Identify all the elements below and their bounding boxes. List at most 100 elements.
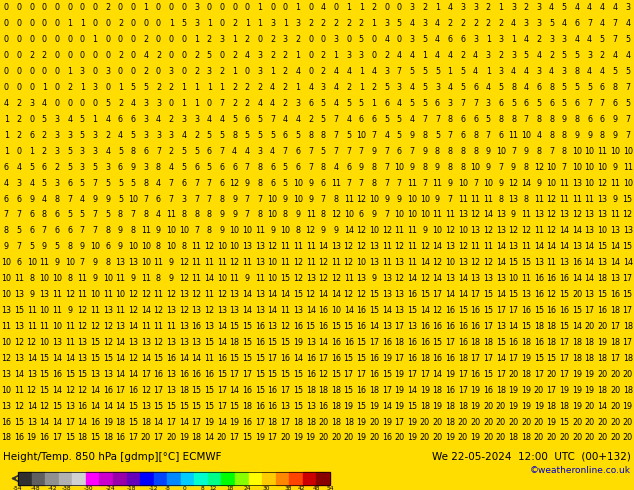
Text: 0: 0: [93, 99, 98, 108]
Text: 15: 15: [191, 386, 202, 394]
Text: 2: 2: [498, 20, 503, 28]
Text: 5: 5: [397, 131, 402, 140]
Text: 11: 11: [280, 258, 290, 267]
Text: 16: 16: [268, 402, 278, 411]
Text: 1: 1: [359, 3, 364, 12]
Text: 1: 1: [93, 115, 98, 124]
Text: 3: 3: [93, 147, 98, 156]
Text: 19: 19: [293, 434, 303, 442]
Text: 6: 6: [55, 211, 60, 220]
Text: 0: 0: [181, 67, 186, 76]
Text: 5: 5: [55, 243, 60, 251]
Text: 0: 0: [29, 115, 34, 124]
Text: 3: 3: [460, 3, 465, 12]
Text: 19: 19: [103, 417, 113, 426]
Text: 3: 3: [333, 35, 339, 44]
Bar: [18, 472, 330, 485]
Text: 10: 10: [166, 226, 176, 235]
Text: 14: 14: [90, 402, 100, 411]
Text: 10: 10: [217, 274, 227, 283]
Text: 2: 2: [245, 83, 250, 92]
Text: 0: 0: [16, 51, 22, 60]
Text: 17: 17: [610, 354, 620, 363]
Text: 13: 13: [521, 290, 531, 299]
Text: 13: 13: [623, 226, 633, 235]
Text: 3: 3: [67, 131, 72, 140]
Text: 12: 12: [318, 370, 328, 379]
Text: 11: 11: [52, 306, 62, 315]
Text: 14: 14: [103, 402, 113, 411]
Text: 14: 14: [445, 290, 455, 299]
Text: 6: 6: [181, 179, 186, 188]
Text: 17: 17: [432, 290, 443, 299]
Text: 11: 11: [470, 243, 481, 251]
Text: 2: 2: [460, 20, 465, 28]
Text: 14: 14: [432, 274, 443, 283]
Text: 12: 12: [103, 322, 113, 331]
Text: 4: 4: [574, 35, 579, 44]
Text: 15: 15: [280, 274, 290, 283]
Text: 3: 3: [448, 99, 453, 108]
Text: 11: 11: [623, 163, 633, 172]
Text: 4: 4: [473, 67, 478, 76]
Text: 10: 10: [623, 179, 633, 188]
Text: 6: 6: [105, 243, 110, 251]
Text: 13: 13: [166, 338, 176, 347]
Text: 3: 3: [321, 83, 326, 92]
Text: 11: 11: [153, 258, 164, 267]
Text: 11: 11: [115, 274, 126, 283]
Text: 17: 17: [483, 354, 493, 363]
Text: 5: 5: [131, 131, 136, 140]
Text: 6: 6: [143, 147, 148, 156]
Text: 10: 10: [268, 258, 278, 267]
Text: 14: 14: [407, 274, 417, 283]
Text: 13: 13: [166, 370, 176, 379]
Text: 2: 2: [143, 67, 148, 76]
Text: 1: 1: [295, 3, 301, 12]
Text: 14: 14: [318, 338, 328, 347]
Text: 12: 12: [534, 163, 544, 172]
Text: 2: 2: [194, 51, 199, 60]
Text: 12: 12: [420, 274, 430, 283]
Text: 12: 12: [103, 338, 113, 347]
Text: 15: 15: [65, 434, 75, 442]
Text: 2: 2: [232, 20, 237, 28]
Text: 6: 6: [207, 147, 212, 156]
Text: 7: 7: [625, 131, 630, 140]
Text: 14: 14: [496, 243, 506, 251]
Text: 18: 18: [623, 354, 633, 363]
Text: 2: 2: [16, 99, 22, 108]
Text: 10: 10: [1, 258, 11, 267]
Text: 16: 16: [90, 417, 100, 426]
Text: 9: 9: [536, 179, 541, 188]
Text: 6: 6: [232, 163, 237, 172]
Text: 0: 0: [131, 3, 136, 12]
Text: 11: 11: [382, 258, 392, 267]
Text: -8: -8: [165, 486, 171, 490]
Text: 13: 13: [128, 258, 138, 267]
Text: 12: 12: [153, 306, 164, 315]
Text: 13: 13: [559, 211, 569, 220]
Text: 2: 2: [67, 83, 72, 92]
Text: 4: 4: [29, 179, 34, 188]
Text: 3: 3: [55, 131, 60, 140]
Text: 7: 7: [486, 131, 491, 140]
Text: 11: 11: [166, 211, 176, 220]
Text: 16: 16: [521, 306, 531, 315]
Text: 13: 13: [458, 211, 468, 220]
Text: 14: 14: [90, 386, 100, 394]
Text: 10: 10: [331, 306, 341, 315]
Text: 19: 19: [230, 417, 240, 426]
Text: 18: 18: [597, 274, 607, 283]
Text: 12: 12: [14, 338, 24, 347]
Text: 19: 19: [534, 402, 544, 411]
Text: 14: 14: [508, 322, 519, 331]
Text: 0: 0: [16, 67, 22, 76]
Text: 15: 15: [483, 290, 493, 299]
Text: 0: 0: [308, 67, 313, 76]
Text: 0: 0: [4, 20, 9, 28]
Text: 5: 5: [562, 3, 567, 12]
Text: 19: 19: [356, 434, 366, 442]
Text: 12: 12: [318, 274, 328, 283]
Text: 16: 16: [534, 274, 544, 283]
